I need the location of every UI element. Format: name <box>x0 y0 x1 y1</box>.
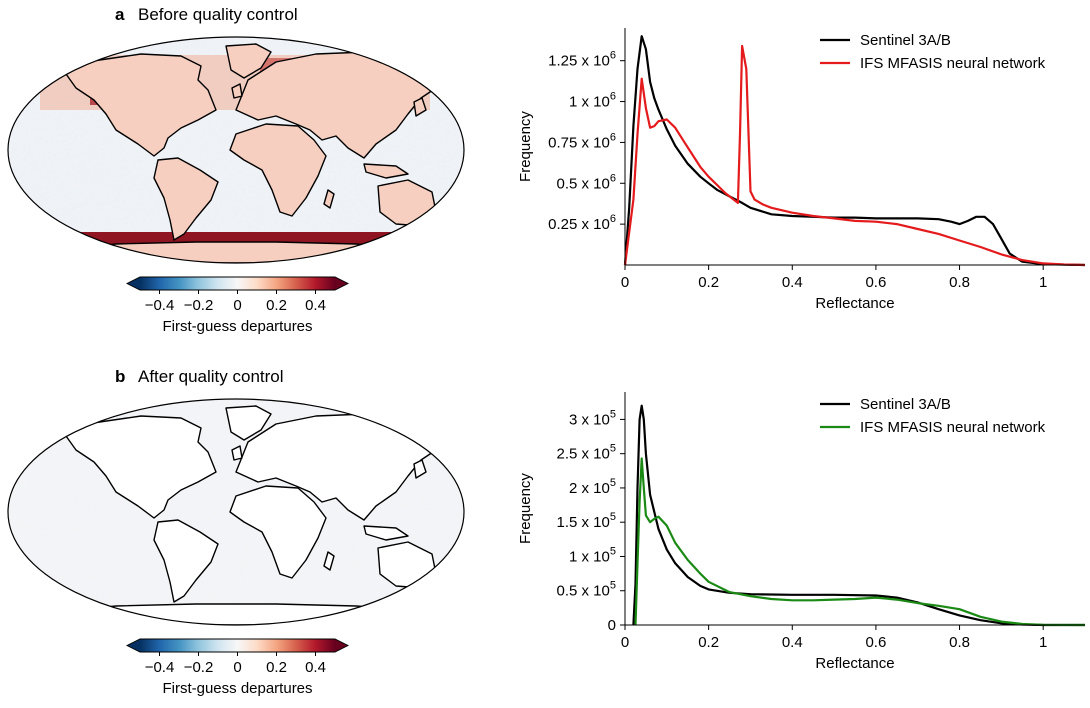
y-tick-base: 2.5 x 10 <box>557 446 610 463</box>
y-tick-label: 1 x 105 <box>569 545 616 565</box>
colorbar-gradient <box>140 639 335 652</box>
y-tick-exponent: 6 <box>610 172 616 184</box>
y-tick-exponent: 6 <box>610 131 616 143</box>
colorbar-gradient <box>140 277 335 290</box>
colorbar-tick-label: 0.2 <box>266 297 287 314</box>
map-after-qc <box>7 398 465 626</box>
y-tick-label: 0.25 x 106 <box>548 213 616 233</box>
colorbar-tick-label: 0 <box>233 297 241 314</box>
x-tick-label: 0 <box>621 274 629 291</box>
x-tick-label: 0.4 <box>782 634 803 651</box>
y-tick-base: 1 x 10 <box>569 94 610 111</box>
y-tick-base: 1 x 10 <box>569 548 610 565</box>
y-tick-exponent: 5 <box>610 443 616 455</box>
colorbar-tick-label: −0.4 <box>145 659 175 676</box>
y-tick-base: 0.5 x 10 <box>557 175 610 192</box>
y-tick-label: 1.25 x 106 <box>548 50 616 70</box>
y-tick-label: 0.5 x 105 <box>557 580 617 600</box>
colorbar-label: First-guess departures <box>162 318 312 335</box>
series-line-1 <box>634 457 1086 627</box>
y-axis-label: Frequency <box>517 111 534 182</box>
y-tick-exponent: 5 <box>610 580 616 592</box>
y-tick-label: 0.75 x 106 <box>548 131 616 151</box>
y-tick-base: 2 x 10 <box>569 480 610 497</box>
x-tick-label: 0.6 <box>865 634 886 651</box>
x-tick-label: 1 <box>1039 274 1047 291</box>
x-tick-label: 0.8 <box>949 634 970 651</box>
panel-b-title: b After quality control <box>115 367 284 386</box>
y-tick-label: 0.5 x 106 <box>557 172 617 192</box>
colorbar-extend-low <box>127 639 140 652</box>
colorbar-tick-label: 0.4 <box>305 659 326 676</box>
map-before-qc <box>7 36 465 264</box>
x-tick-label: 0.2 <box>698 634 719 651</box>
y-tick-label: 2 x 105 <box>569 477 616 497</box>
y-tick-label: 1.5 x 105 <box>557 511 617 531</box>
x-tick-label: 0.4 <box>782 274 803 291</box>
y-tick-base: 3 x 10 <box>569 411 610 428</box>
colorbar-tick-label: −0.2 <box>184 659 214 676</box>
x-tick-label: 0.6 <box>865 274 886 291</box>
series-line-0 <box>632 404 1085 627</box>
svg-text:a: a <box>115 5 125 24</box>
svg-text:b: b <box>115 367 125 386</box>
y-tick-exponent: 6 <box>610 50 616 62</box>
colorbar-tick-label: −0.4 <box>145 297 175 314</box>
svg-text:Before quality control: Before quality control <box>138 5 298 24</box>
series-line-1 <box>623 44 1086 267</box>
colorbar-outline <box>125 276 350 291</box>
x-tick-label: 1 <box>1039 634 1047 651</box>
y-tick-base: 0.5 x 10 <box>557 583 610 600</box>
y-tick-label: 3 x 105 <box>569 408 616 428</box>
legend-label-1: IFS MFASIS neural network <box>860 55 1046 72</box>
colorbar-tick-label: 0.4 <box>305 297 326 314</box>
legend-label-0: Sentinel 3A/B <box>860 32 951 49</box>
y-tick-base: 0.25 x 10 <box>548 216 610 233</box>
colorbar-after-qc: −0.4 −0.2 0 0.2 0.4 First-guess departures <box>125 638 350 697</box>
y-axis-label: Frequency <box>517 473 534 544</box>
y-tick-exponent: 5 <box>610 545 616 557</box>
legend-label-0: Sentinel 3A/B <box>860 396 951 413</box>
y-tick-base: 0.75 x 10 <box>548 134 610 151</box>
y-tick-base: 1.5 x 10 <box>557 514 610 531</box>
panel-a-title: a Before quality control <box>115 5 298 24</box>
colorbar-extend-low <box>127 277 140 290</box>
y-tick-exponent: 5 <box>610 477 616 489</box>
y-tick-base: 0 <box>608 617 616 634</box>
y-tick-exponent: 6 <box>610 91 616 103</box>
svg-text:After quality control: After quality control <box>138 367 284 386</box>
y-tick-label: 1 x 106 <box>569 91 616 111</box>
y-tick-exponent: 6 <box>610 213 616 225</box>
y-tick-exponent: 5 <box>610 511 616 523</box>
colorbar-tick-label: 0 <box>233 659 241 676</box>
colorbar-tick-label: 0.2 <box>266 659 287 676</box>
y-tick-label: 0 <box>608 617 616 634</box>
colorbar-extend-high <box>335 639 348 652</box>
colorbar-label: First-guess departures <box>162 680 312 697</box>
x-tick-label: 0.2 <box>698 274 719 291</box>
colorbar-tick-label: −0.2 <box>184 297 214 314</box>
y-tick-label: 2.5 x 105 <box>557 443 617 463</box>
colorbar-extend-high <box>335 277 348 290</box>
y-tick-base: 1.25 x 10 <box>548 53 610 70</box>
legend-label-1: IFS MFASIS neural network <box>860 419 1046 436</box>
x-tick-label: 0 <box>621 634 629 651</box>
x-tick-label: 0.8 <box>949 274 970 291</box>
x-axis-label: Reflectance <box>815 655 894 672</box>
y-tick-exponent: 5 <box>610 408 616 420</box>
colorbar-before-qc: −0.4 −0.2 0 0.2 0.4 First-guess departures <box>125 276 350 335</box>
series-line-0 <box>623 35 1086 267</box>
colorbar-outline <box>125 638 350 653</box>
x-axis-label: Reflectance <box>815 295 894 312</box>
